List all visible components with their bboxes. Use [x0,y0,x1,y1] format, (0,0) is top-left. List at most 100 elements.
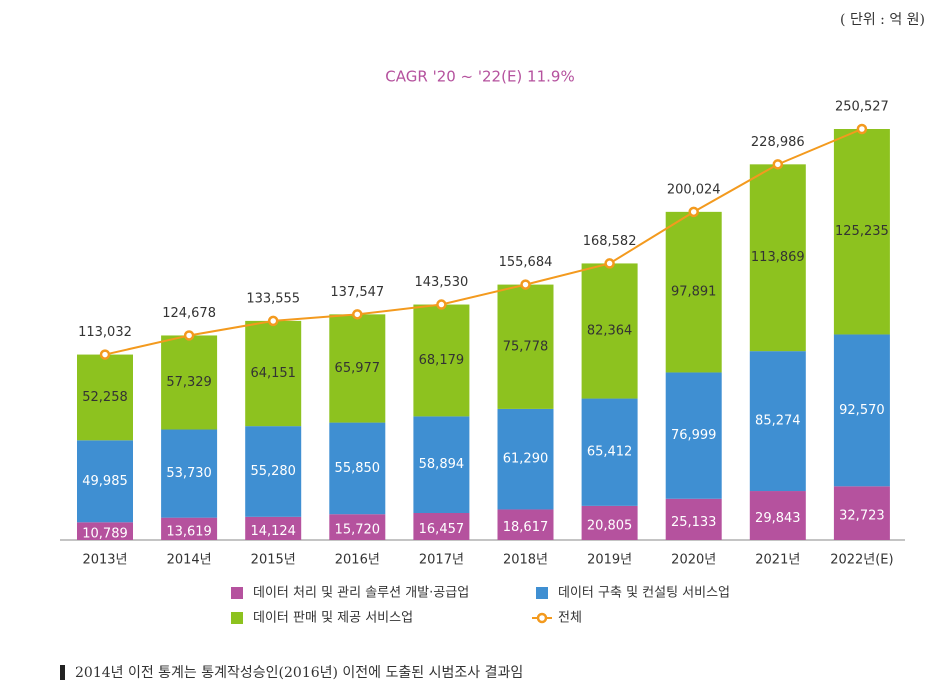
total-marker [267,315,279,327]
total-marker [688,206,699,218]
value-label: 13,619 [166,524,212,539]
legend-swatch [536,587,548,599]
value-label: 113,869 [751,250,805,265]
bar-segment [833,129,890,335]
bar-segment [413,416,470,514]
value-label: 58,894 [419,457,465,472]
value-label: 76,999 [671,428,717,443]
x-tick-label: 2020년 [671,553,716,568]
bar-segment [749,491,806,540]
value-label: 49,985 [82,474,128,489]
x-tick-label: 2018년 [503,553,548,568]
value-label: 61,290 [503,452,549,467]
total-line [104,128,863,356]
value-label: 97,891 [671,285,717,300]
total-label: 137,547 [330,285,384,300]
bar-segment [581,263,638,399]
chart-title: CAGR '20 ~ '22(E) 11.9% [385,68,574,86]
x-tick-label: 2016년 [335,553,380,568]
bar-segment [581,505,638,540]
x-tick-label: 2022년(E) [830,553,893,568]
legend-marker [536,612,548,624]
value-label: 75,778 [503,339,549,354]
x-tick-label: 2019년 [587,553,632,568]
value-label: 125,235 [835,224,889,239]
bar-segment [749,351,806,492]
value-label: 10,789 [82,527,128,542]
bar-segment [77,354,133,441]
bar-segment [497,408,554,510]
bar-segment [497,509,554,540]
total-label: 143,530 [415,275,469,290]
value-label: 65,412 [587,445,633,460]
value-label: 25,133 [671,515,717,530]
bar-segment [665,372,722,499]
total-marker [352,309,363,320]
value-label: 85,274 [755,414,801,429]
value-label: 32,723 [839,509,885,524]
legend-swatch [231,587,243,599]
value-label: 55,850 [335,461,381,476]
total-marker [436,299,447,310]
value-label: 82,364 [587,323,633,338]
legend-label: 데이터 판매 및 제공 서비스업 [253,611,413,626]
total-marker [183,330,195,341]
value-label: 18,617 [503,520,549,535]
legend-label: 데이터 처리 및 관리 솔루션 개발·공급업 [253,586,469,601]
bar-segment [833,334,890,487]
value-label: 55,280 [250,464,296,479]
total-label: 228,986 [751,135,805,150]
bar-segment [161,335,218,430]
total-marker [772,159,784,170]
value-label: 57,329 [166,375,212,390]
bar-segment [413,513,470,540]
legend-label: 전체 [558,611,582,626]
total-label: 250,527 [835,100,889,115]
bar-segment [329,314,386,423]
bar-segment [665,211,722,373]
total-marker [604,258,615,269]
unit-note: ( 단위 : 억 원) [840,12,925,28]
total-label: 124,678 [162,306,216,321]
footnote-marker [60,665,65,680]
bar-segment [329,514,386,540]
value-label: 14,124 [250,524,296,539]
total-label: 200,024 [667,182,721,197]
bar-segment [413,304,470,417]
bar-segment [665,498,722,540]
bar-segment [161,429,218,518]
total-label: 168,582 [583,234,637,249]
bar-segment [161,517,218,540]
bar-segment [749,164,806,352]
legend-label: 데이터 구축 및 컨설팅 서비스업 [558,586,730,601]
bar-segment [245,516,302,540]
x-tick-label: 2013년 [82,553,127,568]
x-tick-label: 2017년 [419,553,464,568]
x-tick-label: 2014년 [167,553,212,568]
value-label: 92,570 [839,403,885,418]
bar-segment [497,284,554,409]
bar-segment [245,426,302,517]
value-label: 29,843 [755,511,801,526]
total-label: 133,555 [246,291,300,306]
bar-segment [833,486,890,540]
bar-segment [581,398,638,506]
total-label: 155,684 [499,255,553,270]
value-label: 52,258 [82,390,128,405]
bar-segment [77,440,133,523]
legend-swatch [231,612,243,624]
value-label: 16,457 [419,522,465,537]
footnote: 2014년 이전 통계는 통계작성승인(2016년) 이전에 도출된 시범조사 … [75,665,523,681]
value-label: 64,151 [250,366,296,381]
value-label: 65,977 [335,361,381,376]
bar-segment [245,320,302,427]
value-label: 68,179 [419,353,465,368]
bar-segment [77,522,133,540]
value-label: 15,720 [335,523,381,538]
total-marker [520,279,531,290]
total-marker [856,123,868,135]
value-label: 53,730 [166,466,212,481]
x-tick-label: 2021년 [755,553,800,568]
total-label: 113,032 [78,325,132,340]
total-marker [99,349,111,360]
